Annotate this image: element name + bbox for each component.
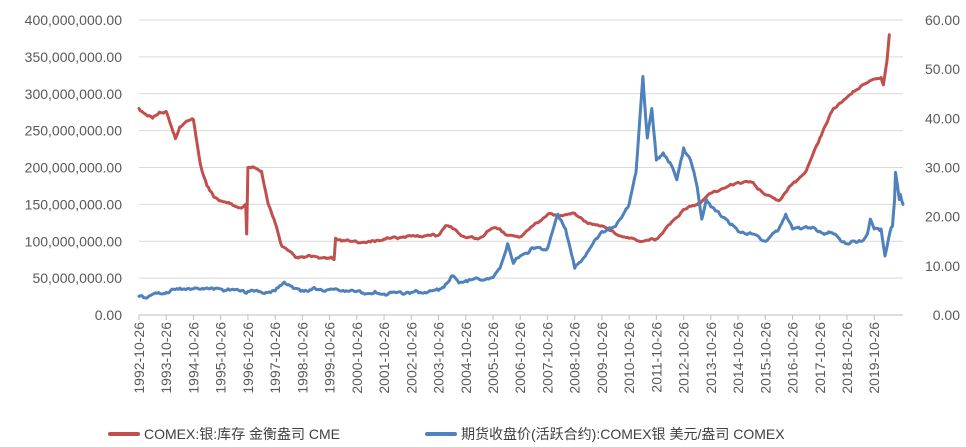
x-tick-label: 1996-10-26 xyxy=(240,322,256,394)
left-tick-label: 200,000,000.00 xyxy=(25,160,123,176)
left-tick-label: 150,000,000.00 xyxy=(25,196,123,212)
left-tick-label: 400,000,000.00 xyxy=(25,12,123,28)
x-tick-label: 2013-10-26 xyxy=(703,322,719,394)
x-tick-label: 2008-10-26 xyxy=(567,322,583,394)
x-axis-tick-labels: 1992-10-26 1993-10-26 1994-10-26 1995-10-26… xyxy=(131,315,882,394)
right-tick-label: 20.00 xyxy=(925,209,960,225)
x-tick-label: 2018-10-26 xyxy=(839,322,855,394)
x-tick-label: 2004-10-26 xyxy=(458,322,474,394)
series-line-1 xyxy=(137,33,891,262)
left-tick-label: 300,000,000.00 xyxy=(25,86,123,102)
x-tick-label: 2007-10-26 xyxy=(539,322,555,394)
x-tick-label: 2011-10-26 xyxy=(648,322,664,393)
left-axis-tick-labels: 0.00 50,000,000.00 100,000,000.00 150,000,0… xyxy=(25,12,123,323)
series-line-2 xyxy=(137,75,905,300)
right-tick-label: 30.00 xyxy=(925,160,960,176)
legend-label-series-1: COMEX:银:库存 金衡盎司 CME xyxy=(144,426,341,442)
x-tick-label: 2002-10-26 xyxy=(403,322,419,394)
legend-item-series-1: COMEX:银:库存 金衡盎司 CME xyxy=(108,424,340,444)
left-tick-label: 250,000,000.00 xyxy=(25,123,123,139)
x-tick-label: 2016-10-26 xyxy=(785,322,801,394)
x-tick-label: 2006-10-26 xyxy=(512,322,528,394)
legend-label-series-2: 期货收盘价(活跃合约):COMEX银 美元/盎司 COMEX xyxy=(461,426,785,442)
x-tick-label: 2000-10-26 xyxy=(349,322,365,394)
x-tick-label: 1998-10-26 xyxy=(294,322,310,394)
left-tick-label: 50,000,000.00 xyxy=(32,270,122,286)
x-tick-label: 1999-10-26 xyxy=(322,322,338,394)
right-tick-label: 50.00 xyxy=(925,61,960,77)
right-tick-label: 60.00 xyxy=(925,12,960,28)
left-tick-label: 0.00 xyxy=(95,307,122,323)
x-tick-label: 2014-10-26 xyxy=(730,322,746,394)
x-tick-label: 1993-10-26 xyxy=(158,322,174,394)
x-tick-label: 2010-10-26 xyxy=(621,322,637,394)
right-tick-label: 0.00 xyxy=(933,307,960,323)
right-tick-label: 10.00 xyxy=(925,258,960,274)
x-tick-label: 1995-10-26 xyxy=(213,322,229,394)
legend: COMEX:银:库存 金衡盎司 CME 期货收盘价(活跃合约):COMEX银 美… xyxy=(0,424,966,446)
x-tick-label: 2003-10-26 xyxy=(431,322,447,394)
series-layer xyxy=(137,33,905,300)
gridlines xyxy=(139,19,903,316)
x-tick-label: 1994-10-26 xyxy=(185,322,201,394)
x-tick-label: 2009-10-26 xyxy=(594,322,610,394)
x-tick-label: 1992-10-26 xyxy=(131,322,147,394)
right-axis-tick-labels: 0.00 10.00 20.00 30.00 40.00 50.00 60.00 xyxy=(925,12,960,323)
x-tick-label: 2005-10-26 xyxy=(485,322,501,394)
x-tick-label: 2019-10-26 xyxy=(866,322,882,394)
x-tick-label: 2001-10-26 xyxy=(376,322,392,394)
left-tick-label: 100,000,000.00 xyxy=(25,233,123,249)
right-tick-label: 40.00 xyxy=(925,110,960,126)
x-tick-label: 2017-10-26 xyxy=(812,322,828,394)
legend-swatch-red xyxy=(108,432,140,436)
x-tick-label: 2015-10-26 xyxy=(757,322,773,394)
x-tick-label: 2012-10-26 xyxy=(676,322,692,394)
legend-item-series-2: 期货收盘价(活跃合约):COMEX银 美元/盎司 COMEX xyxy=(425,424,785,444)
legend-swatch-blue xyxy=(425,432,457,436)
x-tick-label: 1997-10-26 xyxy=(267,322,283,394)
left-tick-label: 350,000,000.00 xyxy=(25,49,123,65)
